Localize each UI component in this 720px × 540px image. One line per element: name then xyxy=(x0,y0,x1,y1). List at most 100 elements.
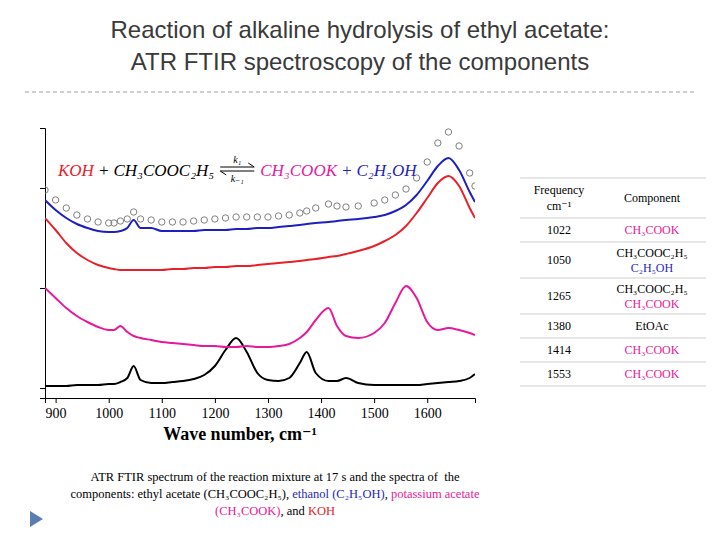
y-tick xyxy=(40,288,45,289)
x-tick-label: 1600 xyxy=(414,406,442,421)
legend-entry: CH₃COOC₂H₅ xyxy=(113,161,214,180)
y-tick xyxy=(40,188,45,189)
spectrum-point xyxy=(325,201,331,207)
spectrum-point xyxy=(74,212,80,218)
spectrum-point xyxy=(403,186,409,192)
title-rule xyxy=(25,92,695,93)
spectrum-line xyxy=(45,176,475,270)
spectrum-point xyxy=(52,197,58,203)
x-axis-line xyxy=(46,399,476,404)
x-tick-mark xyxy=(268,398,269,403)
spectrum-point xyxy=(244,214,250,220)
spectrum-point xyxy=(456,143,462,149)
spectrum-point xyxy=(382,197,388,203)
caption-segment: , and xyxy=(280,504,307,518)
caption: ATR FTIR spectrum of the reaction mixtur… xyxy=(71,470,480,518)
spectrum-point xyxy=(124,216,130,222)
legend-entry: KOH xyxy=(57,161,96,180)
table-header: cm⁻¹ xyxy=(547,199,572,213)
x-tick-mark xyxy=(321,398,322,403)
x-tick: 1600 xyxy=(414,398,442,421)
title-line: Reaction of alkaline hydrolysis of ethyl… xyxy=(111,16,610,43)
spectrum-point xyxy=(190,218,196,224)
spectrum-point xyxy=(111,220,117,226)
legend-entry: C₂H₅OH xyxy=(357,161,419,180)
x-tick-mark xyxy=(56,398,57,403)
x-tick-label: 1100 xyxy=(149,406,176,421)
x-tick: 1200 xyxy=(201,398,229,421)
spectrum-point xyxy=(472,183,475,189)
table-cell: 1380 xyxy=(547,319,571,333)
table-cell: CH₃COOC₂H₅ xyxy=(616,246,687,260)
table-cell: CH₃COOK xyxy=(625,223,680,237)
spectrum-point xyxy=(130,209,136,215)
spectrum-point xyxy=(180,219,186,225)
x-tick: 1000 xyxy=(95,398,123,421)
x-tick-label: 1300 xyxy=(254,406,282,421)
x-tick-label: 1400 xyxy=(308,406,336,421)
x-tick-label: 900 xyxy=(46,406,67,421)
spectrum-point xyxy=(355,203,361,209)
table-cell: CH₃COOK xyxy=(625,297,680,311)
x-tick-label: 1500 xyxy=(361,406,389,421)
spectrum-point xyxy=(286,212,292,218)
x-tick-mark xyxy=(162,398,163,403)
x-axis-title: Wave number, cm⁻¹ xyxy=(163,424,317,444)
spectrum-point xyxy=(45,187,48,193)
rate-constant: k₁ xyxy=(233,154,241,165)
table-rule xyxy=(520,362,706,363)
spectrum-point xyxy=(313,205,319,211)
table-rule xyxy=(520,278,706,279)
table-header: Component xyxy=(624,191,681,205)
rate-constant: k₋₁ xyxy=(231,173,244,184)
x-tick-mark xyxy=(374,398,375,403)
caption-segment: KOH xyxy=(308,504,335,518)
spectrum-point xyxy=(117,218,123,224)
slide: Reaction of alkaline hydrolysis of ethyl… xyxy=(0,0,720,540)
spectrum-point xyxy=(169,219,175,225)
y-tick-mark xyxy=(40,388,45,389)
spectrum-point xyxy=(148,217,154,223)
x-tick-mark xyxy=(109,398,110,403)
caption-line: (CH₃COOK), and KOH xyxy=(215,504,335,518)
table-cell: CH₃COOK xyxy=(625,343,680,357)
spectrum-point xyxy=(445,129,451,135)
spectrum-point xyxy=(343,204,349,210)
table-cell: CH₃COOK xyxy=(625,367,680,381)
legend-entry: CH₃COOK xyxy=(260,161,338,180)
spectrum-point xyxy=(159,219,165,225)
table-cell: 1050 xyxy=(547,253,571,267)
caption-segment: components: ethyl acetate (CH₃COOC₂H₅), xyxy=(71,487,293,501)
spectrum-point xyxy=(212,216,218,222)
table-cell: 1414 xyxy=(547,343,571,357)
spectrum-point xyxy=(233,214,239,220)
spectrum-points xyxy=(45,129,475,226)
y-axis xyxy=(40,129,46,399)
plus-sign: + xyxy=(341,161,352,180)
component-table: Frequencycm⁻¹Component1022CH₃COOK1050CH₃… xyxy=(520,178,706,386)
table-rule xyxy=(520,242,706,243)
x-tick-label: 1200 xyxy=(201,406,229,421)
slide-bullet xyxy=(30,511,43,527)
table-cell: 1022 xyxy=(547,223,571,237)
spectrum-point xyxy=(95,219,101,225)
spectrum-point xyxy=(84,216,90,222)
spectrum-point xyxy=(435,140,441,146)
spectrum-line xyxy=(45,158,475,232)
x-tick-mark xyxy=(427,398,428,403)
spectrum-point xyxy=(265,214,271,220)
table-cell: 1265 xyxy=(547,289,571,303)
caption-segment: potassium acetate xyxy=(391,487,480,501)
y-axis-line xyxy=(40,129,46,399)
table-rule xyxy=(520,386,706,387)
spectrum-point xyxy=(334,203,340,209)
x-tick: 1100 xyxy=(149,398,176,421)
table-rule xyxy=(520,218,706,219)
table-rule xyxy=(520,178,706,179)
spectrum-point xyxy=(63,205,69,211)
table-cell: EtOAc xyxy=(635,319,668,333)
spectrum-line xyxy=(45,286,475,347)
x-axis: 900 1000 1100 1200 1300 1400 1500 1600 xyxy=(46,398,476,421)
title-line: ATR FTIR spectroscopy of the components xyxy=(131,48,589,75)
caption-segment: ethanol (C₂H₅OH) xyxy=(292,487,384,501)
